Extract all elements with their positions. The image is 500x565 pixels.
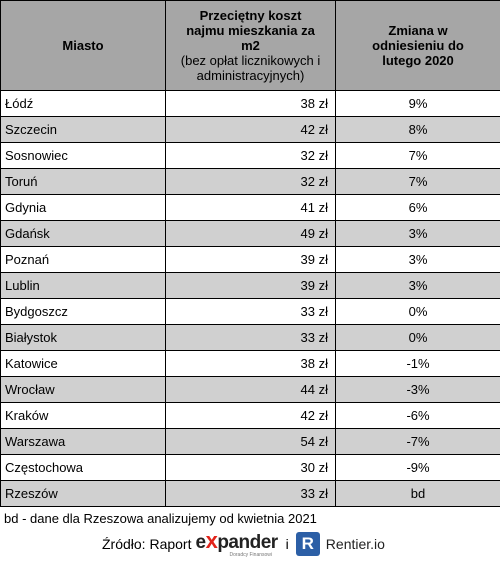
- expander-logo: expander Doradcy Finansowi: [195, 528, 278, 558]
- change-cell: bd: [335, 480, 500, 507]
- table-row: Kraków 42 zł -6%: [0, 402, 500, 429]
- table-row: Poznań 39 zł 3%: [0, 246, 500, 273]
- city-cell: Kraków: [0, 402, 166, 429]
- change-cell: -7%: [335, 428, 500, 455]
- change-cell: 6%: [335, 194, 500, 221]
- cost-cell: 32 zł: [165, 168, 336, 195]
- table-row: Sosnowiec 32 zł 7%: [0, 142, 500, 169]
- cost-cell: 33 zł: [165, 480, 336, 507]
- cost-cell: 33 zł: [165, 298, 336, 325]
- cost-cell: 54 zł: [165, 428, 336, 455]
- source-line: Źródło: Raport expander Doradcy Finansow…: [102, 530, 385, 558]
- table-row: Lublin 39 zł 3%: [0, 272, 500, 299]
- table-row: Gdynia 41 zł 6%: [0, 194, 500, 221]
- table-row: Rzeszów 33 zł bd: [0, 480, 500, 507]
- cost-cell: 32 zł: [165, 142, 336, 169]
- table-row: Warszawa 54 zł -7%: [0, 428, 500, 455]
- header-cost: Przeciętny koszt najmu mieszkania za m2 …: [165, 0, 336, 91]
- city-cell: Częstochowa: [0, 454, 166, 481]
- table-row: Białystok 33 zł 0%: [0, 324, 500, 351]
- change-cell: 0%: [335, 324, 500, 351]
- cost-cell: 33 zł: [165, 324, 336, 351]
- city-cell: Poznań: [0, 246, 166, 273]
- change-cell: 9%: [335, 90, 500, 117]
- change-cell: -1%: [335, 350, 500, 377]
- change-cell: -9%: [335, 454, 500, 481]
- rentier-name: Rentier.io: [325, 536, 385, 552]
- cost-cell: 44 zł: [165, 376, 336, 403]
- change-cell: -3%: [335, 376, 500, 403]
- cost-cell: 38 zł: [165, 90, 336, 117]
- cost-cell: 30 zł: [165, 454, 336, 481]
- change-cell: 8%: [335, 116, 500, 143]
- cost-cell: 42 zł: [165, 402, 336, 429]
- change-cell: 7%: [335, 168, 500, 195]
- table-row: Bydgoszcz 33 zł 0%: [0, 298, 500, 325]
- header-change-label: Zmiana w odniesieniu do lutego 2020: [372, 23, 464, 68]
- cost-cell: 42 zł: [165, 116, 336, 143]
- table-row: Łódź 38 zł 9%: [0, 90, 500, 117]
- header-change: Zmiana w odniesieniu do lutego 2020: [335, 0, 500, 91]
- change-cell: 7%: [335, 142, 500, 169]
- header-cost-sub: (bez opłat licznikowych i administracyjn…: [180, 53, 321, 83]
- city-cell: Sosnowiec: [0, 142, 166, 169]
- change-cell: 3%: [335, 246, 500, 273]
- table-row: Wrocław 44 zł -3%: [0, 376, 500, 403]
- source-conjunction: i: [285, 536, 289, 552]
- city-cell: Gdańsk: [0, 220, 166, 247]
- table-row: Częstochowa 30 zł -9%: [0, 454, 500, 481]
- city-cell: Toruń: [0, 168, 166, 195]
- cost-cell: 41 zł: [165, 194, 336, 221]
- table-body: Łódź 38 zł 9% Szczecin 42 zł 8% Sosnowiec 32 zł…: [0, 90, 500, 507]
- cost-cell: 38 zł: [165, 350, 336, 377]
- table-row: Toruń 32 zł 7%: [0, 168, 500, 195]
- table-row: Szczecin 42 zł 8%: [0, 116, 500, 143]
- source-label: Źródło: Raport: [102, 536, 192, 552]
- city-cell: Lublin: [0, 272, 166, 299]
- city-cell: Warszawa: [0, 428, 166, 455]
- table-row: Katowice 38 zł -1%: [0, 350, 500, 377]
- city-cell: Wrocław: [0, 376, 166, 403]
- city-cell: Gdynia: [0, 194, 166, 221]
- header-city: Miasto: [0, 0, 166, 91]
- cost-cell: 39 zł: [165, 246, 336, 273]
- rent-table: Miasto Przeciętny koszt najmu mieszkania…: [0, 0, 500, 507]
- expander-tagline: Doradcy Finansowi: [229, 552, 273, 558]
- header-cost-main: Przeciętny koszt najmu mieszkania za m2: [186, 8, 315, 53]
- city-cell: Katowice: [0, 350, 166, 377]
- city-cell: Łódź: [0, 90, 166, 117]
- table-header: Miasto Przeciętny koszt najmu mieszkania…: [0, 0, 500, 91]
- city-cell: Bydgoszcz: [0, 298, 166, 325]
- cost-cell: 39 zł: [165, 272, 336, 299]
- city-cell: Szczecin: [0, 116, 166, 143]
- change-cell: 3%: [335, 272, 500, 299]
- table-row: Gdańsk 49 zł 3%: [0, 220, 500, 247]
- city-cell: Białystok: [0, 324, 166, 351]
- footnote: bd - dane dla Rzeszowa analizujemy od kw…: [4, 511, 317, 526]
- cost-cell: 49 zł: [165, 220, 336, 247]
- expander-wordmark: expander: [195, 528, 278, 553]
- change-cell: 3%: [335, 220, 500, 247]
- rentier-logo-icon: R: [295, 532, 320, 556]
- change-cell: 0%: [335, 298, 500, 325]
- change-cell: -6%: [335, 402, 500, 429]
- city-cell: Rzeszów: [0, 480, 166, 507]
